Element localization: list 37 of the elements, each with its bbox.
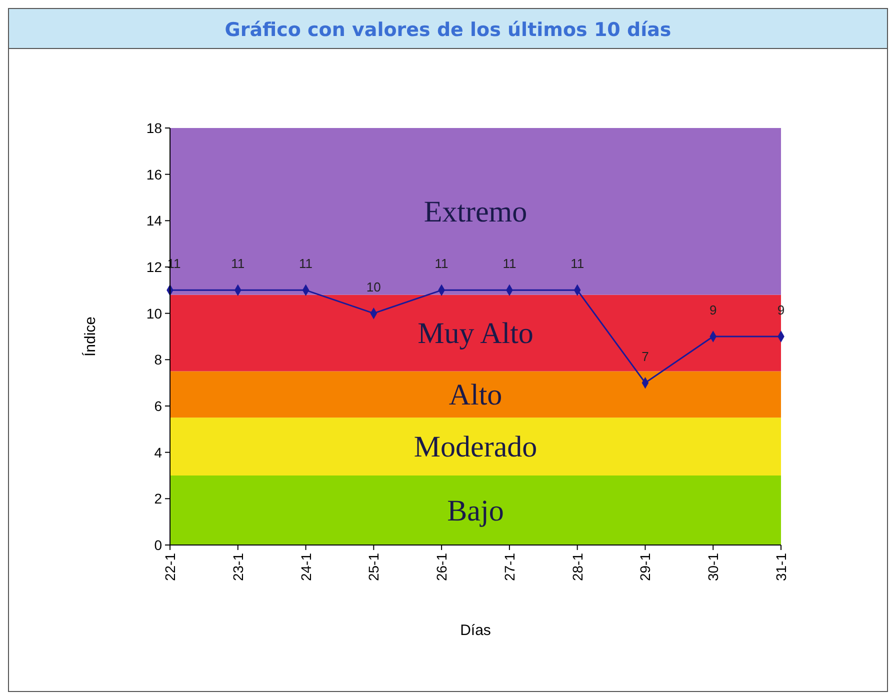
- y-tick-label: 0: [154, 537, 162, 553]
- x-tick-label: 25-1: [366, 552, 382, 582]
- data-label: 9: [777, 302, 785, 318]
- data-label: 11: [502, 256, 516, 272]
- data-label: 10: [366, 279, 381, 294]
- y-tick-label: 10: [146, 305, 162, 322]
- y-tick-label: 2: [154, 490, 162, 507]
- x-tick-label: 31-1: [773, 552, 789, 582]
- y-tick-label: 18: [146, 120, 162, 136]
- y-tick-label: 12: [146, 259, 162, 275]
- y-axis-title: Índice: [81, 316, 99, 357]
- x-tick-label: 24-1: [298, 552, 314, 582]
- x-tick-label: 28-1: [569, 552, 586, 582]
- x-axis-title: Días: [460, 622, 491, 639]
- band-label: Alto: [448, 378, 502, 412]
- y-tick-label: 4: [154, 444, 162, 460]
- y-tick-label: 8: [154, 352, 162, 368]
- data-label: 11: [231, 256, 245, 272]
- data-label: 9: [709, 302, 717, 318]
- x-tick-label: 27-1: [501, 552, 518, 582]
- chart-title: Gráfico con valores de los últimos 10 días: [224, 19, 672, 41]
- x-tick-label: 30-1: [705, 552, 722, 582]
- data-label: 7: [642, 348, 649, 364]
- x-tick-label: 22-1: [162, 552, 178, 582]
- y-tick-label: 6: [154, 398, 162, 414]
- x-tick-label: 23-1: [230, 552, 246, 582]
- band-label: Extremo: [424, 195, 528, 228]
- band-label: Muy Alto: [418, 317, 534, 350]
- x-tick-label: 29-1: [637, 552, 654, 582]
- y-tick-label: 16: [146, 166, 162, 182]
- data-label: 11: [570, 256, 584, 272]
- band-label: Moderado: [414, 430, 538, 464]
- data-label: 11: [299, 256, 313, 272]
- data-label: 11: [434, 256, 448, 272]
- x-tick-label: 26-1: [434, 552, 450, 582]
- band-label: Bajo: [447, 494, 504, 528]
- y-tick-label: 14: [146, 212, 162, 229]
